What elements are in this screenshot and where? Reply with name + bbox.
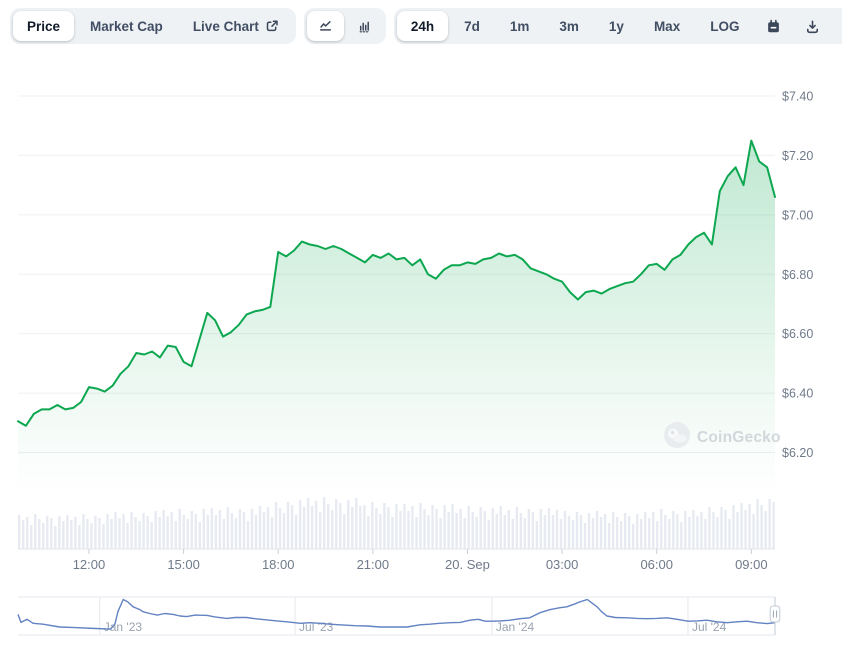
x-tick-label: 09:00: [735, 557, 768, 572]
tab-price-label: Price: [27, 18, 61, 34]
y-tick-label: $6.80: [782, 268, 813, 282]
range-7d-button[interactable]: 7d: [450, 11, 494, 41]
x-tick-label: 21:00: [357, 557, 390, 572]
navigator-line: [17, 598, 776, 630]
range-1y-button-label: 1y: [608, 18, 624, 34]
line-chart-icon: [318, 19, 333, 33]
y-tick-label: $6.40: [782, 387, 813, 401]
navigator-tick-label: Jan '24: [496, 620, 535, 634]
external-link-icon: [265, 19, 279, 33]
range-1m-button[interactable]: 1m: [496, 11, 544, 41]
price-area-fill: [18, 140, 775, 493]
navigator-handle[interactable]: [769, 605, 781, 623]
x-tick-label: 03:00: [546, 557, 579, 572]
y-tick-label: $6.60: [782, 327, 813, 341]
y-tick-label: $7.40: [782, 90, 813, 104]
bar-chart-icon: [357, 19, 372, 33]
x-axis: 12:00 15:00 18:00 21:00 20. Sep 03:00 06:00 09:…: [18, 548, 775, 572]
x-axis-labels: 12:00 15:00 18:00 21:00 20. Sep 03:00 06:00 09:…: [73, 557, 768, 572]
range-log-button-label: LOG: [710, 18, 740, 34]
download-button[interactable]: [794, 11, 831, 41]
range-3m-button-label: 3m: [559, 18, 579, 34]
tab-live-chart[interactable]: Live Chart: [179, 11, 293, 41]
navigator[interactable]: Jan '23 Jul '23 Jan '24 Jul '24: [17, 596, 781, 636]
tab-market-cap-label: Market Cap: [90, 18, 163, 34]
range-1y-button[interactable]: 1y: [595, 11, 638, 41]
navigator-tick-label: Jul '23: [299, 620, 334, 634]
range-24h-button-label: 24h: [410, 18, 435, 34]
tab-live-chart-label: Live Chart: [192, 18, 259, 34]
range-7d-button-label: 7d: [464, 18, 480, 34]
calendar-button[interactable]: [755, 11, 792, 41]
x-tick-label: 15:00: [167, 557, 200, 572]
chart-type-group: [303, 8, 386, 44]
expand-button[interactable]: [833, 11, 842, 41]
x-tick-label: 06:00: [640, 557, 673, 572]
y-tick-label: $7.20: [782, 149, 813, 163]
calendar-icon: [766, 19, 781, 34]
tab-market-cap[interactable]: Market Cap: [76, 11, 177, 41]
view-toggle-group: Price Market Cap Live Chart: [10, 8, 296, 44]
chart-toolbar: Price Market Cap Live Chart 24h 7d 1m 3m 1y Max…: [10, 8, 842, 44]
volume-bars: [18, 497, 775, 549]
tab-price[interactable]: Price: [13, 11, 75, 41]
y-tick-label: $6.20: [782, 446, 813, 460]
range-max-button-label: Max: [653, 18, 681, 34]
range-24h-button[interactable]: 24h: [396, 11, 449, 41]
range-3m-button[interactable]: 3m: [545, 11, 593, 41]
range-log-button[interactable]: LOG: [696, 11, 753, 41]
navigator-tick-label: Jul '24: [692, 620, 727, 634]
x-tick-label: 18:00: [262, 557, 295, 572]
x-tick-label: 12:00: [73, 557, 106, 572]
range-max-button[interactable]: Max: [640, 11, 694, 41]
y-axis-labels: $7.40 $7.20 $7.00 $6.80 $6.60 $6.40 $6.20: [782, 90, 813, 461]
chart-type-line-chart-button[interactable]: [306, 11, 344, 41]
y-tick-label: $7.00: [782, 208, 813, 222]
range-1m-button-label: 1m: [509, 18, 530, 34]
x-tick-label: 20. Sep: [445, 557, 490, 572]
chart-type-bar-chart-button[interactable]: [346, 11, 383, 41]
price-line: [17, 139, 776, 427]
navigator-tick-label: Jan '23: [104, 620, 143, 634]
download-icon: [805, 19, 820, 34]
range-group: 24h 7d 1m 3m 1y Max LOG: [393, 8, 842, 44]
